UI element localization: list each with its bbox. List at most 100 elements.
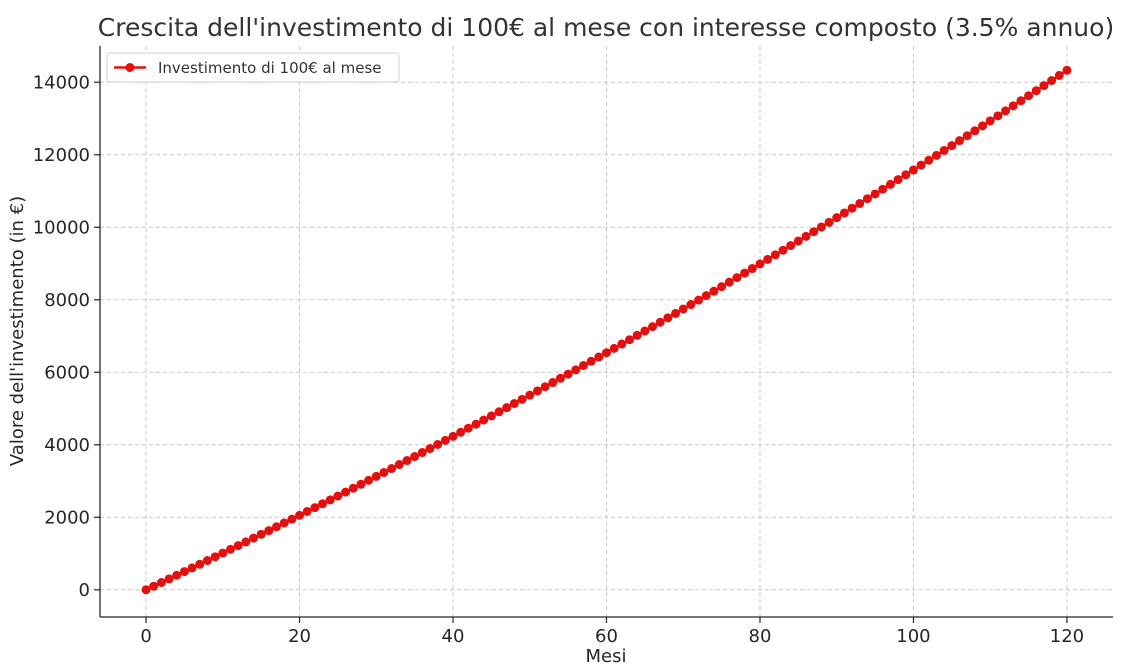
y-tick-label: 4000 [44, 435, 90, 456]
data-point [494, 407, 504, 417]
data-point [325, 495, 335, 505]
data-point [939, 145, 949, 155]
data-point [456, 427, 466, 437]
data-point [602, 348, 611, 358]
data-point [1031, 86, 1041, 96]
x-tick-label: 40 [442, 626, 465, 647]
y-axis-label: Valore dell'investimento (in €) [7, 196, 28, 466]
legend-marker-swatch [125, 63, 135, 72]
data-point [141, 585, 151, 595]
data-point [402, 456, 412, 466]
data-point [394, 460, 404, 470]
grid [100, 46, 1113, 617]
data-point [663, 313, 673, 323]
data-point [609, 343, 619, 353]
data-point [310, 503, 320, 513]
data-point [985, 116, 995, 126]
data-point [586, 356, 596, 366]
data-point [348, 483, 358, 493]
data-point [594, 352, 604, 362]
data-point [947, 141, 957, 151]
data-point [686, 300, 696, 310]
data-point [502, 403, 512, 413]
data-point [924, 155, 934, 165]
data-point [195, 559, 205, 569]
data-point [548, 378, 558, 388]
data-point [1047, 76, 1057, 86]
data-point [962, 131, 972, 141]
data-point [993, 111, 1003, 121]
data-point [893, 175, 903, 185]
data-point [248, 533, 258, 543]
data-point [671, 308, 681, 318]
data-point [525, 390, 535, 400]
data-point [632, 330, 642, 340]
legend: Investimento di 100€ al mese [106, 52, 400, 83]
data-point [571, 365, 581, 375]
data-point [387, 464, 397, 474]
legend-label: Investimento di 100€ al mese [158, 59, 381, 77]
y-tick-label: 2000 [44, 507, 90, 528]
x-axis-label: Mesi [586, 646, 627, 667]
data-point [648, 322, 658, 332]
data-point [440, 435, 450, 445]
x-tick-label: 120 [1050, 626, 1084, 647]
data-point [256, 529, 266, 539]
data-point [379, 467, 389, 477]
data-point [417, 448, 427, 458]
data-point [816, 222, 826, 232]
data-point [763, 254, 773, 264]
data-point [801, 231, 811, 241]
data-point [448, 431, 458, 441]
data-point [410, 452, 420, 462]
data-point [532, 386, 542, 396]
data-point [916, 160, 926, 170]
data-point [295, 510, 305, 520]
y-tick-label: 12000 [33, 145, 90, 166]
data-point [563, 369, 573, 379]
data-point [302, 506, 312, 516]
data-point [786, 241, 796, 251]
x-tick-label: 100 [896, 626, 930, 647]
data-point [1039, 81, 1049, 91]
data-point [809, 227, 819, 237]
data-point [740, 268, 750, 278]
data-point [172, 570, 182, 580]
data-point [540, 382, 550, 392]
data-point [870, 189, 880, 199]
y-tick-label: 14000 [33, 72, 90, 93]
data-point [149, 581, 159, 591]
data-point [901, 170, 911, 180]
data-point [1008, 101, 1018, 111]
data-point [241, 537, 251, 547]
data-point [732, 273, 742, 283]
data-point [847, 203, 857, 213]
data-point [486, 411, 496, 421]
data-point [425, 444, 435, 454]
series-layer [141, 65, 1072, 595]
data-point [931, 150, 941, 160]
x-tick-label: 80 [749, 626, 772, 647]
ticks: 0 20 40 60 80 100 120 0 2000 4000 6000 8000 10000 120… [33, 72, 1084, 647]
data-point [471, 419, 481, 429]
data-point [755, 259, 765, 269]
data-point [778, 245, 788, 255]
data-point [862, 194, 872, 204]
data-point [318, 499, 328, 509]
data-point [770, 250, 780, 260]
data-point [955, 136, 965, 146]
data-point [517, 394, 527, 404]
data-point [1024, 91, 1034, 101]
data-point [555, 373, 565, 383]
data-point [509, 398, 519, 408]
data-point [287, 514, 297, 524]
data-point [709, 286, 719, 296]
data-point [640, 326, 650, 336]
x-tick-label: 60 [595, 626, 618, 647]
data-point [279, 518, 289, 528]
data-point [233, 541, 243, 551]
data-point [978, 121, 988, 131]
data-point [878, 184, 888, 194]
x-tick-label: 0 [140, 626, 151, 647]
